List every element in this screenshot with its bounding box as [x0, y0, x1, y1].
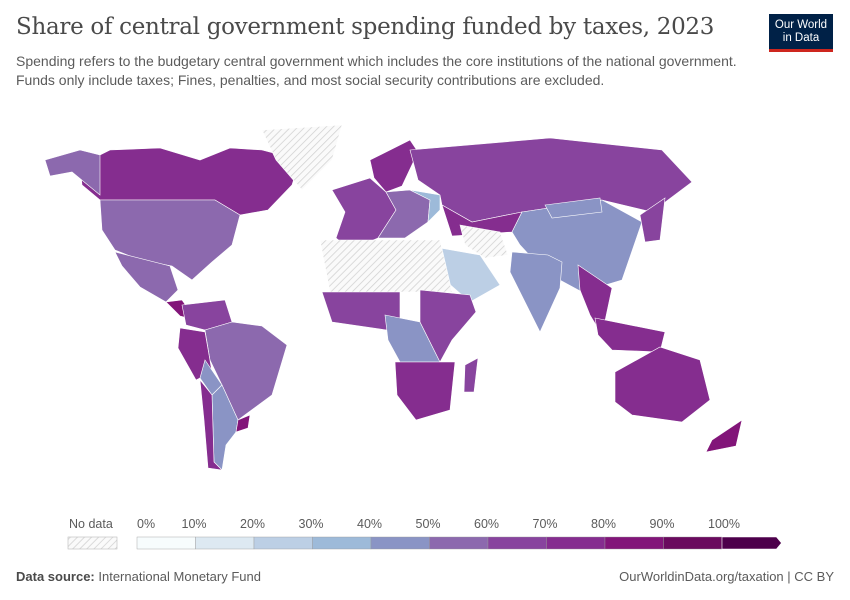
legend-bin [663, 536, 723, 550]
legend-tick-label: 70% [532, 517, 558, 531]
owid-logo[interactable]: Our World in Data [769, 14, 833, 52]
region-brazil[interactable] [204, 321, 288, 421]
source-label: Data source: [16, 569, 95, 584]
region-alaska[interactable] [44, 149, 101, 196]
legend-no-data-label: No data [69, 517, 113, 531]
region-japan[interactable] [639, 197, 666, 243]
legend-tick-label: 80% [591, 517, 617, 531]
region-australia[interactable] [614, 346, 711, 423]
legend-tick-label: 0% [137, 517, 156, 531]
legend-bin [429, 536, 489, 550]
region-greenland[interactable] [261, 124, 343, 191]
data-source: Data source: International Monetary Fund [16, 569, 261, 584]
legend-bin [195, 536, 255, 550]
region-north-africa[interactable] [319, 239, 453, 293]
legend-bin [721, 536, 782, 550]
legend-tick-label: 40% [357, 517, 383, 531]
legend-tick-label: 60% [474, 517, 500, 531]
legend-tick-label: 20% [240, 517, 266, 531]
region-ukraine[interactable] [409, 189, 441, 223]
legend-tick-label: 90% [649, 517, 675, 531]
region-southern-africa[interactable] [394, 361, 456, 421]
legend-no-data-swatch [67, 536, 118, 550]
legend-tick-label: 30% [298, 517, 324, 531]
legend-bin [312, 536, 372, 550]
page-subtitle: Spending refers to the budgetary central… [16, 53, 737, 88]
legend-bin [546, 536, 606, 550]
legend-tick-label: 50% [415, 517, 441, 531]
footer-link[interactable]: OurWorldinData.org/taxation | CC BY [619, 569, 834, 584]
legend-bin [604, 536, 664, 550]
region-united-states[interactable] [99, 199, 241, 281]
region-mongolia[interactable] [544, 197, 603, 219]
legend-bin [487, 536, 547, 550]
world-map[interactable] [0, 115, 850, 510]
region-madagascar[interactable] [463, 357, 479, 393]
legend-tick-label: 100% [708, 517, 740, 531]
legend-tick-label: 10% [181, 517, 207, 531]
region-iran[interactable] [459, 224, 509, 259]
region-india[interactable] [509, 251, 563, 333]
region-uruguay[interactable] [235, 414, 251, 433]
region-chile[interactable] [199, 379, 223, 471]
legend-bin [370, 536, 430, 550]
legend-bin [253, 536, 313, 550]
source-name: International Monetary Fund [98, 569, 261, 584]
region-indonesia[interactable] [594, 317, 666, 353]
page-title: Share of central government spending fun… [16, 14, 715, 40]
region-scandinavia[interactable] [369, 139, 419, 193]
legend-bin [136, 536, 196, 550]
region-east-africa[interactable] [419, 289, 477, 363]
region-new-zealand[interactable] [705, 419, 743, 453]
